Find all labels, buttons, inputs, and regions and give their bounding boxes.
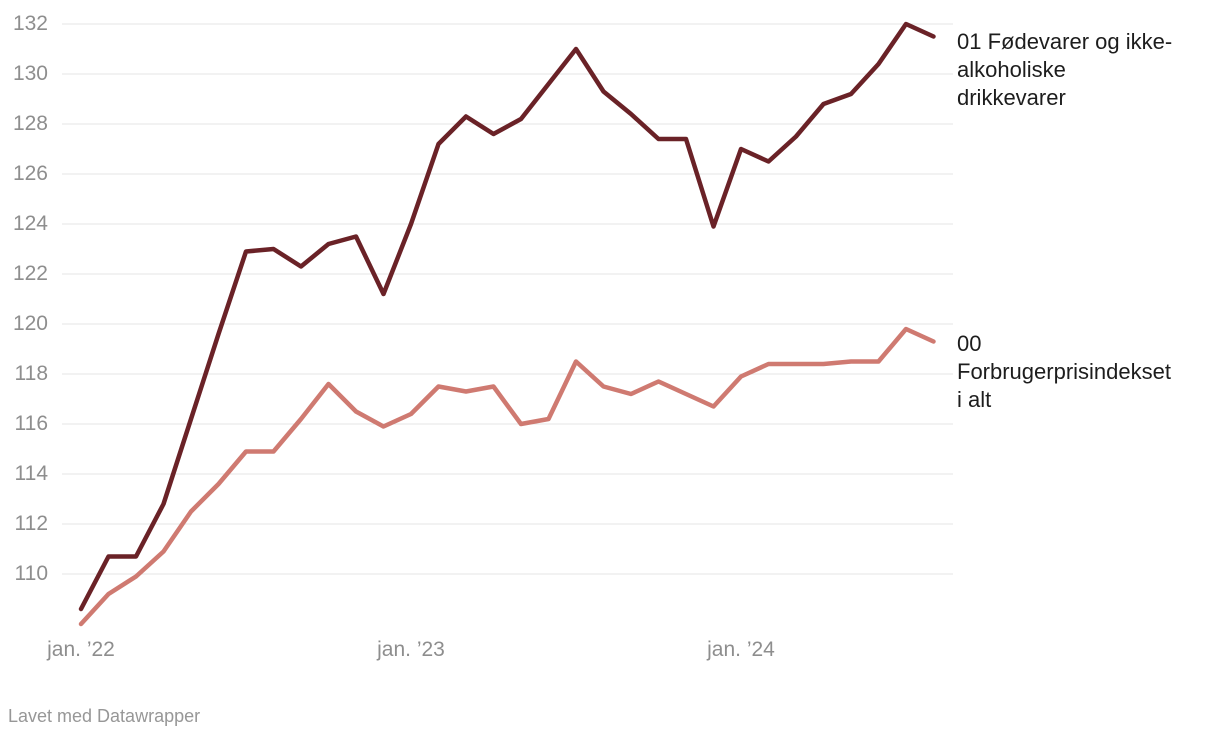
y-axis-tick-label: 126	[12, 162, 48, 185]
y-axis-tick-label: 116	[14, 412, 48, 435]
series-label-cpi: 00 Forbrugerprisindekset i alt	[957, 331, 1171, 412]
y-axis-tick-label: 132	[12, 12, 48, 35]
series-line-cpi	[78, 326, 936, 627]
attribution-link[interactable]: Lavet med Datawrapper	[8, 706, 201, 726]
y-axis-tick-label: 112	[14, 512, 48, 535]
y-axis-tick-label: 128	[12, 112, 48, 135]
y-axis-tick-label: 124	[12, 212, 48, 235]
y-axis-tick-label: 120	[12, 312, 48, 335]
series-label-food: 01 Fødevarer og ikke- alkoholiske drikke…	[957, 29, 1173, 110]
y-axis-tick-label: 114	[14, 462, 48, 485]
x-axis-tick-label: jan. ’23	[377, 638, 445, 661]
x-axis-tick-label: jan. ’22	[47, 638, 115, 661]
y-axis-tick-label: 130	[12, 62, 48, 85]
x-axis-tick-label: jan. ’24	[707, 638, 775, 661]
y-axis-tick-label: 118	[14, 362, 48, 385]
series-line-food	[78, 21, 936, 612]
y-axis-tick-label: 110	[14, 562, 48, 585]
y-axis-tick-label: 122	[12, 262, 48, 285]
